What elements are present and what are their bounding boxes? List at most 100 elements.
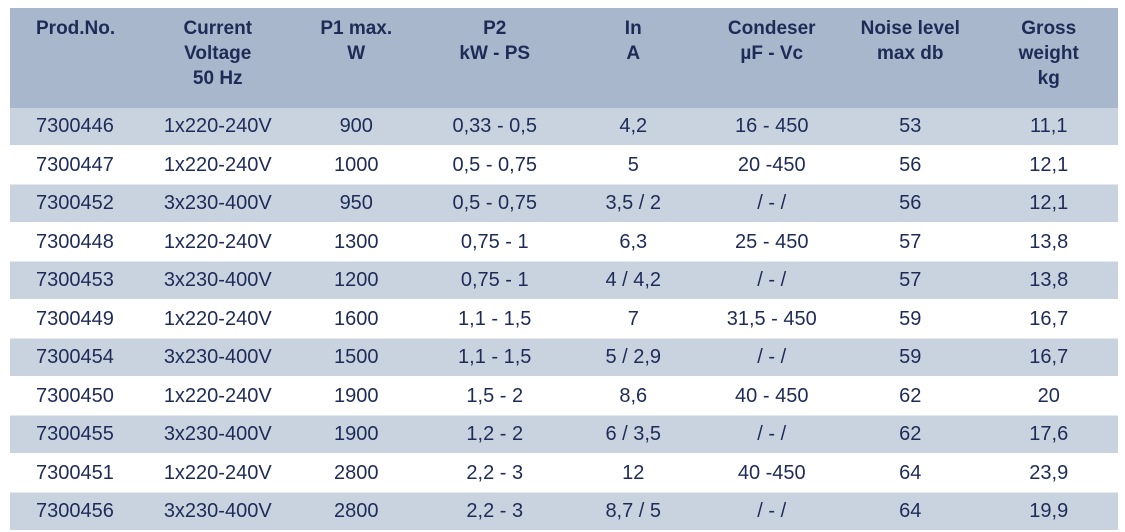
cell: 7300454	[10, 338, 149, 378]
cell: 59	[841, 300, 980, 339]
cell: 40 -450	[702, 454, 841, 493]
cell: 6,3	[564, 223, 703, 262]
cell: / - /	[702, 492, 841, 532]
cell: 12,1	[979, 184, 1118, 224]
cell: 0,75 - 1	[425, 261, 564, 301]
cell: 12,1	[979, 146, 1118, 185]
header-cell: P1 max. W	[287, 8, 426, 108]
cell: 7300447	[10, 146, 149, 185]
header-cell: P2 kW - PS	[425, 8, 564, 108]
cell: 16 - 450	[702, 108, 841, 147]
cell: 62	[841, 377, 980, 416]
cell: / - /	[702, 184, 841, 224]
cell: 5	[564, 146, 703, 185]
header-line: A	[626, 43, 641, 64]
cell: 1x220-240V	[148, 454, 287, 493]
table-row: 7300450 1x220-240V 1900 1,5 - 2 8,6 40 - 450 6…	[10, 377, 1118, 416]
cell: 19,9	[979, 492, 1118, 532]
cell: 1000	[287, 146, 426, 185]
cell: 0,33 - 0,5	[425, 108, 564, 147]
cell: 0,5 - 0,75	[425, 184, 564, 224]
cell: 1200	[287, 261, 426, 301]
cell: 0,5 - 0,75	[425, 146, 564, 185]
header-cell: In A	[564, 8, 703, 108]
table-row: 7300456 3x230-400V 2800 2,2 - 3 8,7 / 5/ - /…	[10, 492, 1118, 532]
cell: 8,6	[564, 377, 703, 416]
cell: 3x230-400V	[148, 261, 287, 301]
cell: 5 / 2,9	[564, 338, 703, 378]
cell: 7300453	[10, 261, 149, 301]
table-row: 7300447 1x220-240V 1000 0,5 - 0,75 5 20 -450 5…	[10, 146, 1118, 185]
cell: 2,2 - 3	[425, 492, 564, 532]
header-line: 50 Hz	[192, 68, 243, 89]
cell: 20 -450	[702, 146, 841, 185]
cell: 53	[841, 108, 980, 147]
cell: 950	[287, 184, 426, 224]
cell: 13,8	[979, 261, 1118, 301]
cell: 1600	[287, 300, 426, 339]
cell: 16,7	[979, 338, 1118, 378]
header-line: In	[624, 18, 642, 39]
header-line: Condeser	[727, 18, 816, 39]
cell: 7300451	[10, 454, 149, 493]
table-row: 7300451 1x220-240V 2800 2,2 - 3 12 40 -450 64 2…	[10, 454, 1118, 493]
cell: 1,5 - 2	[425, 377, 564, 416]
cell: 57	[841, 223, 980, 262]
cell: 17,6	[979, 415, 1118, 455]
header-line: Current	[183, 18, 253, 39]
cell: 1x220-240V	[148, 108, 287, 147]
cell: 40 - 450	[702, 377, 841, 416]
cell: 1,1 - 1,5	[425, 300, 564, 339]
header-line: P2	[483, 18, 507, 39]
cell: 7300452	[10, 184, 149, 224]
cell: 1900	[287, 415, 426, 455]
header-cell: Gross weight kg	[979, 8, 1118, 108]
cell: 0,75 - 1	[425, 223, 564, 262]
header-cell: Current Voltage 50 Hz	[148, 8, 287, 108]
cell: 56	[841, 146, 980, 185]
header-line: weight	[1018, 43, 1079, 64]
cell: 56	[841, 184, 980, 224]
cell: 7300455	[10, 415, 149, 455]
cell: 25 - 450	[702, 223, 841, 262]
table-row: 7300449 1x220-240V 1600 1,1 - 1,5 7 31,5 - 45…	[10, 300, 1118, 339]
cell: 62	[841, 415, 980, 455]
cell: 2,2 - 3	[425, 454, 564, 493]
cell: 1x220-240V	[148, 146, 287, 185]
cell: 2800	[287, 492, 426, 532]
cell: 1900	[287, 377, 426, 416]
header-line: P1 max.	[320, 18, 393, 39]
header-line: µF - Vc	[740, 43, 804, 64]
cell: 1500	[287, 338, 426, 378]
table-row: 7300454 3x230-400V 1500 1,1 - 1,5 5 / 2,9/ -…	[10, 338, 1118, 378]
cell: 7300448	[10, 223, 149, 262]
cell: 4,2	[564, 108, 703, 147]
cell: 20	[979, 377, 1118, 416]
table-row: 7300446 1x220-240V 900 0,33 - 0,5 4,2 16 - 45…	[10, 108, 1118, 147]
header-cell: Condeser µF - Vc	[702, 8, 841, 108]
table-wrap: Prod.No. Current Voltage 50 Hz P1 max. W P2 kW …	[10, 8, 1118, 532]
cell: 57	[841, 261, 980, 301]
cell: 1300	[287, 223, 426, 262]
cell: 3x230-400V	[148, 415, 287, 455]
cell: 64	[841, 454, 980, 493]
header-cell: Noise level max db	[841, 8, 980, 108]
header-line: W	[347, 43, 366, 64]
cell: / - /	[702, 261, 841, 301]
cell: 7	[564, 300, 703, 339]
cell: 4 / 4,2	[564, 261, 703, 301]
cell: / - /	[702, 415, 841, 455]
cell: 7300456	[10, 492, 149, 532]
table-row: 7300448 1x220-240V 1300 0,75 - 1 6,3 25 - 450…	[10, 223, 1118, 262]
cell: 23,9	[979, 454, 1118, 493]
cell: 1x220-240V	[148, 223, 287, 262]
cell: 31,5 - 450	[702, 300, 841, 339]
header-line: Voltage	[184, 43, 252, 64]
cell: 16,7	[979, 300, 1118, 339]
cell: 2800	[287, 454, 426, 493]
cell: 3x230-400V	[148, 184, 287, 224]
table-row: 7300452 3x230-400V 950 0,5 - 0,75 3,5 / 2/ -…	[10, 184, 1118, 224]
cell: 11,1	[979, 108, 1118, 147]
